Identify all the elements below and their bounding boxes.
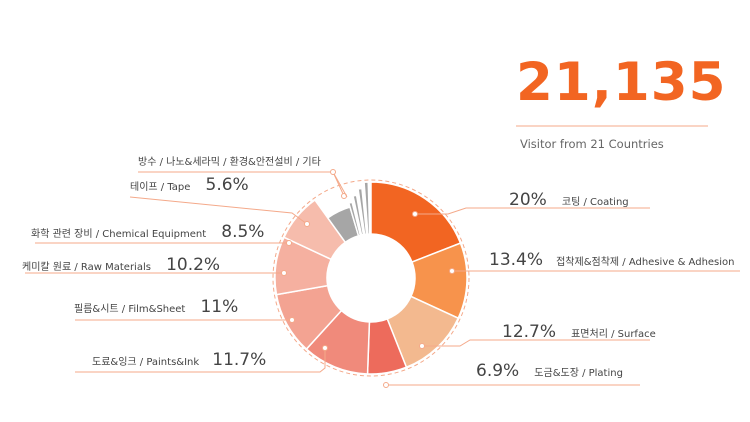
label-tape-pct: 5.6% [205,175,249,195]
leader-dot-adhesive [449,268,455,274]
visitor-caption: Visitor from 21 Countries [520,137,664,151]
slice-others [347,181,371,237]
label-plating-name: 도금&도장 / Plating [534,368,623,379]
label-plating-pct: 6.9% [476,361,520,381]
leader-dot-coating [412,211,418,217]
slices-layer [274,181,468,375]
label-coating-pct: 20% [509,190,547,210]
slice-coating-wedge [370,181,462,263]
label-chemical-equipment: 화학 관련 장비 / Chemical Equipment 8.5% [31,222,264,242]
leader-dot-paints [322,345,328,351]
label-coating-name: 코팅 / Coating [561,197,629,208]
label-chemical-equipment-name: 화학 관련 장비 / Chemical Equipment [31,229,207,240]
leader-dot-chemical-equipment [286,240,292,246]
label-adhesive-pct: 13.4% [489,250,544,270]
label-film-name: 필름&시트 / Film&Sheet [74,304,186,315]
label-adhesive-name: 접착제&점착제 / Adhesive & Adhesion [556,257,735,268]
leader-line-paints [75,348,326,373]
leader-dot-surface [419,343,425,349]
label-surface: 12.7% 표면처리 / Surface [502,322,656,342]
label-paints: 도료&잉크 / Paints&Ink 11.7% [92,350,266,370]
label-tape-name: 테이프 / Tape [130,182,191,193]
label-surface-name: 표면처리 / Surface [571,329,656,340]
leader-line-others-branch [332,171,348,198]
label-others: 방수 / 나노&세라믹 / 환경&안전설비 / 기타 [138,150,321,169]
label-paints-name: 도료&잉크 / Paints&Ink [92,357,200,368]
leader-dot-tape [304,221,310,227]
slice-others-wedge [352,194,365,236]
leader-line-tape [129,196,308,225]
label-others-name: 방수 / 나노&세라믹 / 환경&안전설비 / 기타 [138,157,321,168]
leader-dot-raw-materials [281,270,287,276]
leader-line-surface [422,339,650,347]
label-film-pct: 11% [200,297,239,317]
leader-dot-plating [383,382,389,388]
label-raw-materials-pct: 10.2% [166,255,221,275]
leader-line-coating [415,207,650,215]
label-plating: 6.9% 도금&도장 / Plating [476,361,623,381]
slice-others-wedge [357,187,368,236]
label-raw-materials: 케미칼 원료 / Raw Materials 10.2% [22,255,220,275]
label-paints-pct: 11.7% [212,350,267,370]
label-raw-materials-name: 케미칼 원료 / Raw Materials [22,262,151,273]
label-adhesive: 13.4% 접착제&점착제 / Adhesive & Adhesion [489,250,735,270]
label-film: 필름&시트 / Film&Sheet 11% [74,297,238,317]
leader-dot-others-branch [330,169,336,175]
label-chemical-equipment-pct: 8.5% [221,222,265,242]
slice-others-wedge [363,181,371,235]
slice-others-wedge [347,201,362,237]
label-coating: 20% 코팅 / Coating [509,190,629,210]
outer-dashed-ring [272,179,470,377]
leader-lines-layer [25,169,740,388]
visitor-count: 21,135 [516,52,727,113]
label-surface-pct: 12.7% [502,322,557,342]
label-tape: 테이프 / Tape 5.6% [130,175,249,195]
slice-coating [370,181,462,263]
leader-dot-film [289,317,295,323]
